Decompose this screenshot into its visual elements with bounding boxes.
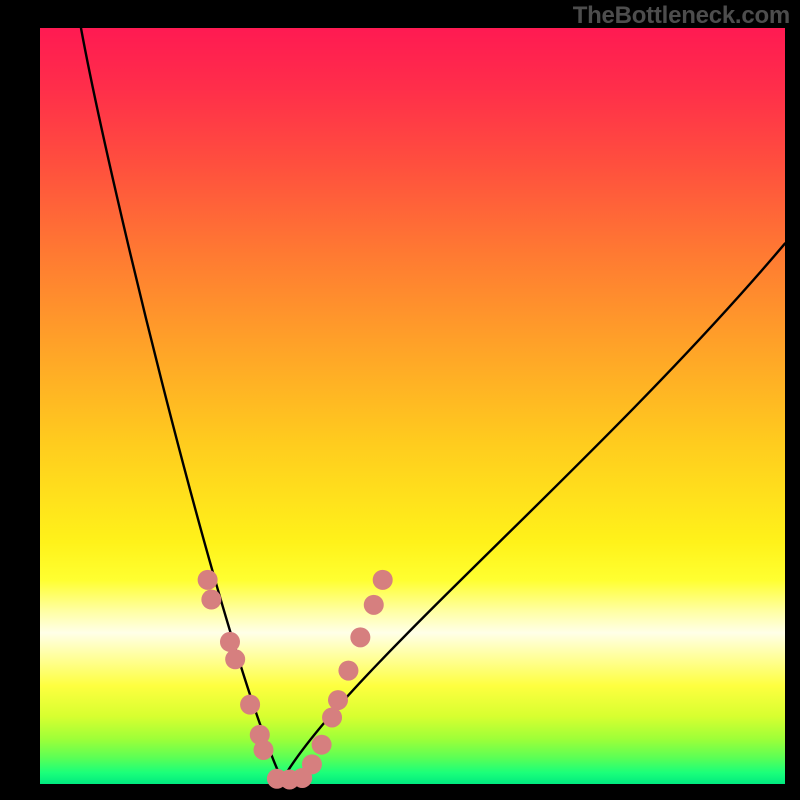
data-marker (302, 754, 322, 774)
data-marker (198, 570, 218, 590)
data-marker (254, 740, 274, 760)
watermark-text: TheBottleneck.com (573, 2, 790, 30)
data-marker (373, 570, 393, 590)
data-marker (240, 695, 260, 715)
data-marker (350, 627, 370, 647)
data-marker (322, 707, 342, 727)
data-marker (338, 661, 358, 681)
data-marker (364, 595, 384, 615)
data-marker (201, 590, 221, 610)
bottleneck-curve (81, 28, 785, 780)
data-marker (220, 632, 240, 652)
data-marker (328, 690, 348, 710)
chart-container: TheBottleneck.com (0, 0, 800, 800)
curve-layer (0, 0, 800, 800)
data-marker (225, 649, 245, 669)
data-marker (312, 735, 332, 755)
